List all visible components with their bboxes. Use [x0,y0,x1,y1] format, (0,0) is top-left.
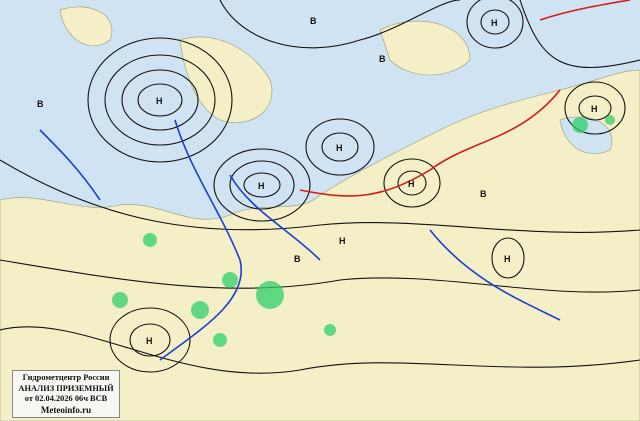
low-center: Н [591,104,598,114]
low-center: Н [504,254,511,264]
high-center: В [310,16,317,26]
low-center: Н [156,96,163,106]
high-center: В [37,99,44,109]
high-center: В [480,189,487,199]
low-center: Н [408,179,415,189]
low-center: Н [258,181,265,191]
map-title: АНАЛИЗ ПРИЗЕМНЫЙ [18,383,114,393]
low-center: Н [491,18,498,28]
map-caption-box: Гидрометцентр России АНАЛИЗ ПРИЗЕМНЫЙ от… [12,370,120,418]
low-center: Н [339,236,346,246]
site-link[interactable]: Meteoinfo.ru [40,404,92,415]
precipitation-areas [112,115,615,347]
fronts [39,0,631,361]
low-center: Н [146,336,153,346]
isobars [0,0,640,374]
high-center: В [294,254,301,264]
low-center: Н [336,143,343,153]
organization-name: Гидрометцентр России [22,373,110,382]
pressure-center-labels: Н Н Н Н Н Н Н Н Н В В В В В [37,16,598,346]
high-center: В [379,54,386,64]
map-date: от 02.04.2026 06ч ВСВ [24,394,108,403]
